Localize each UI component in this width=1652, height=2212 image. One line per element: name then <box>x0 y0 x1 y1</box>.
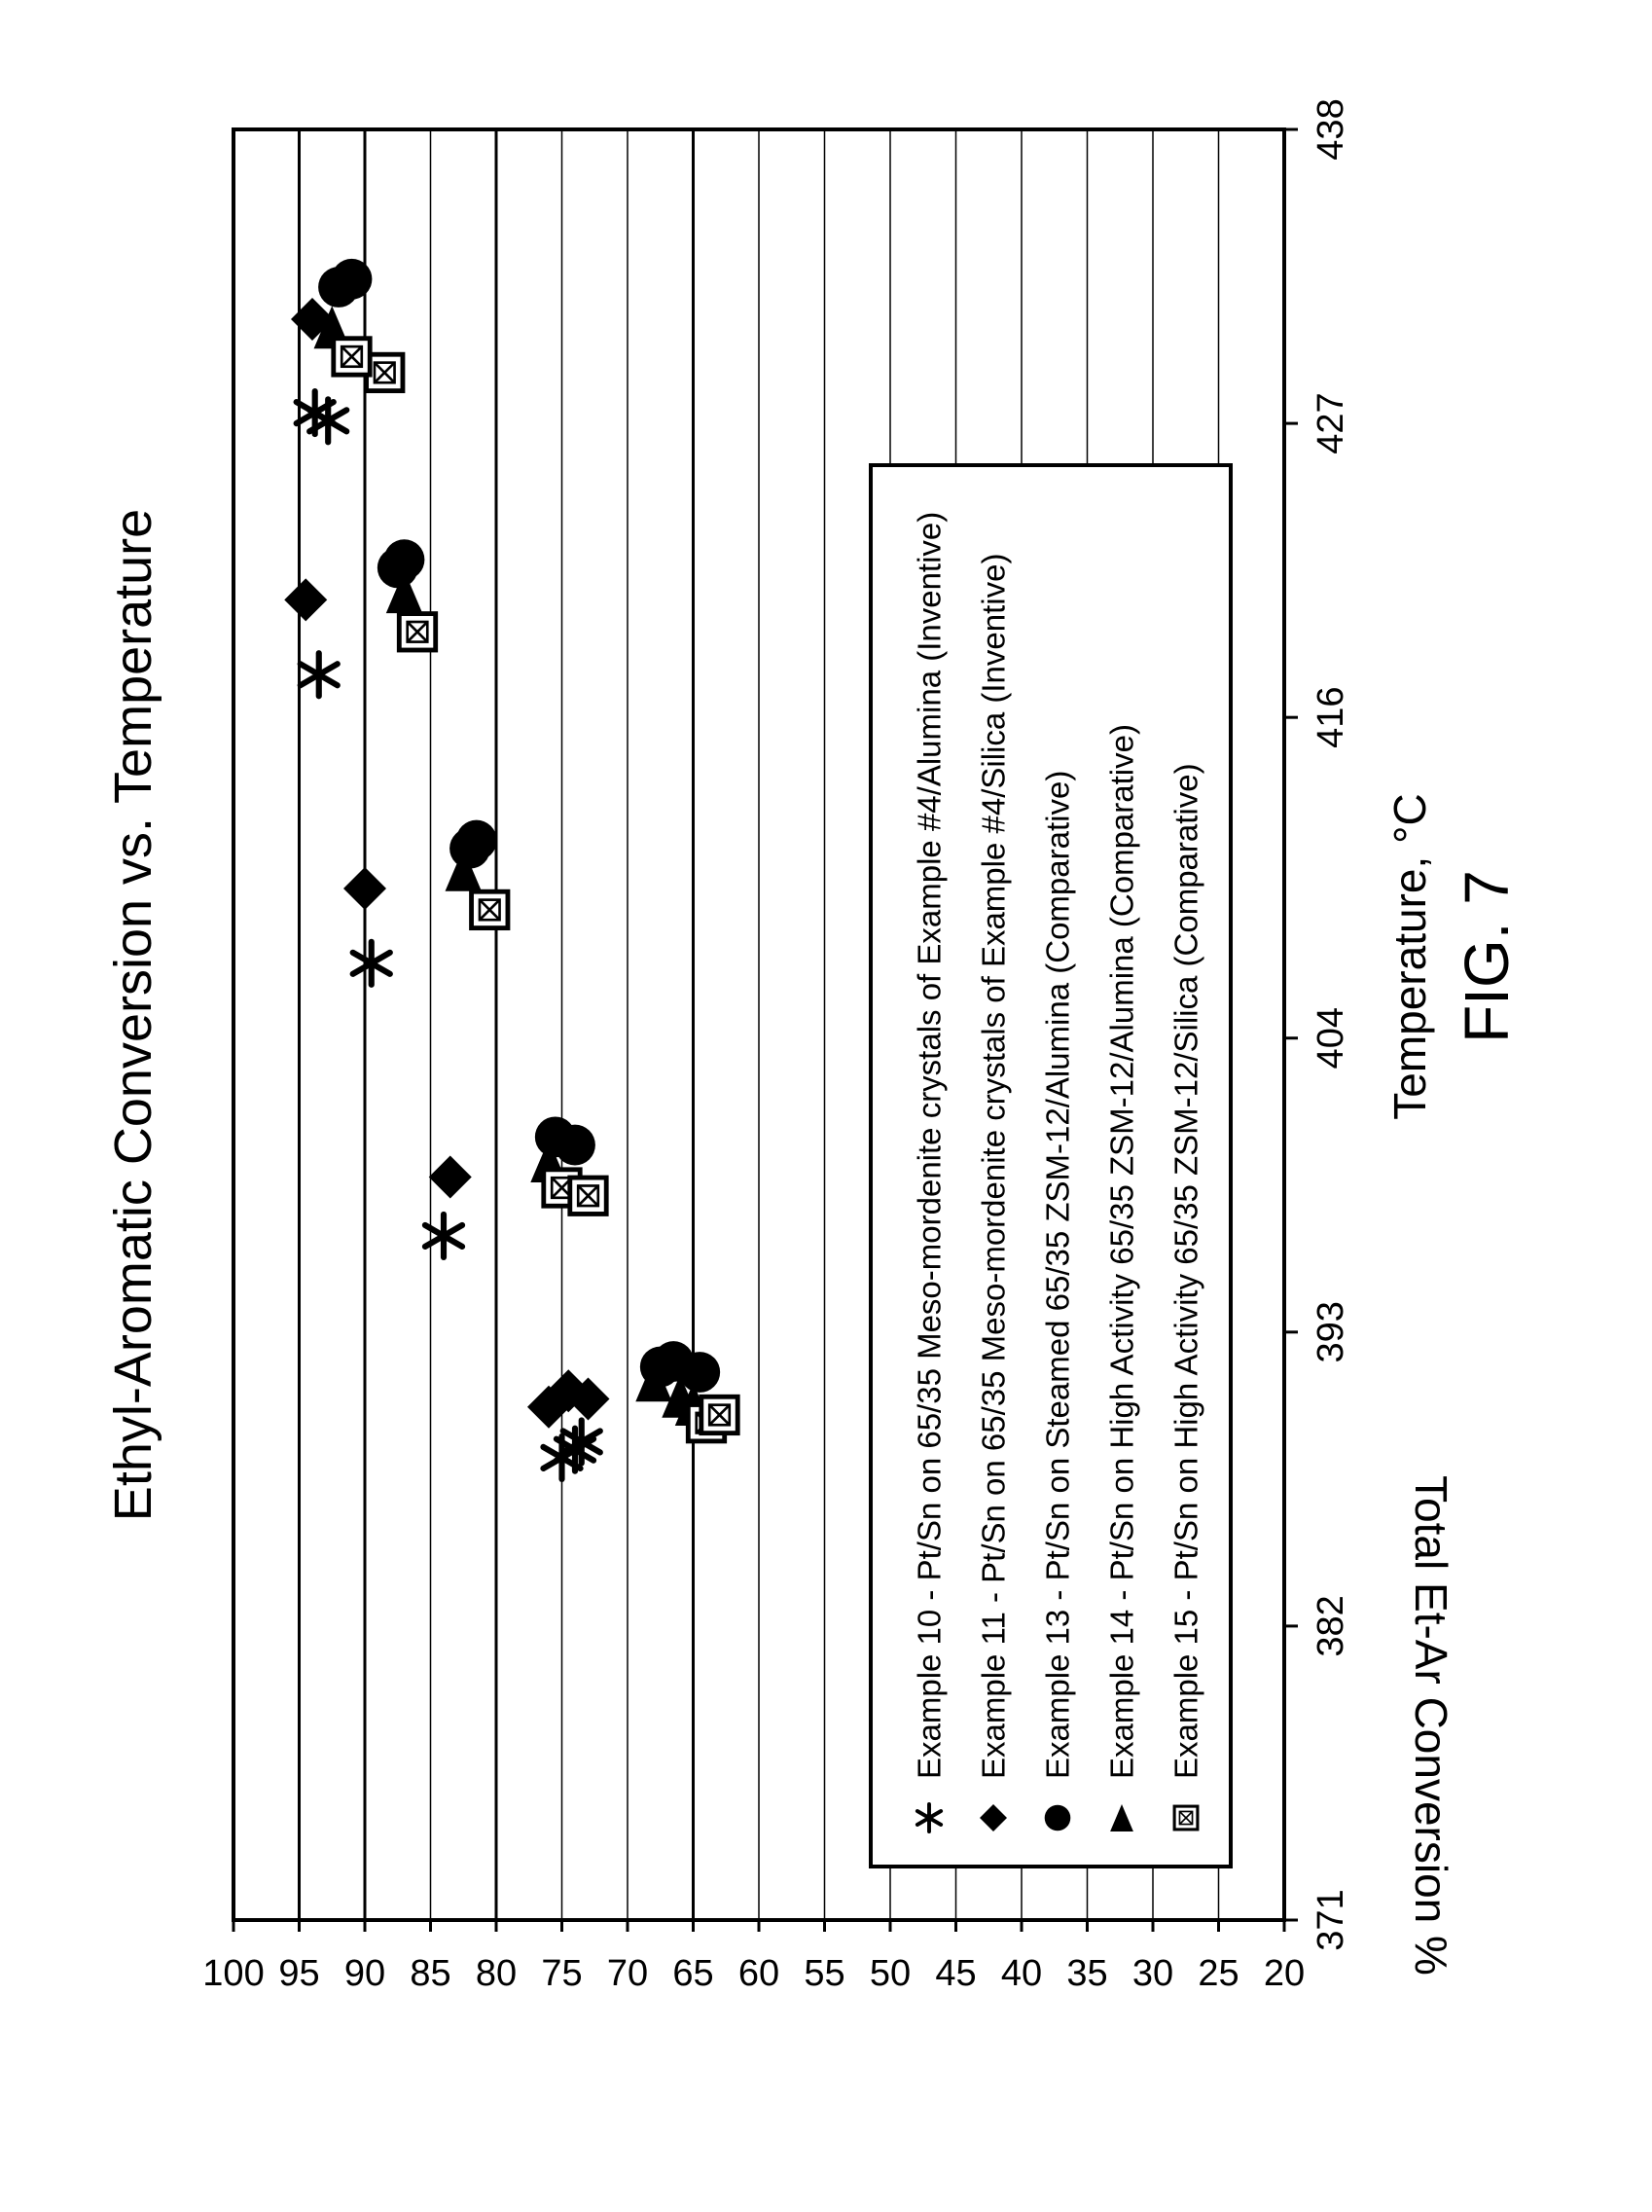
y-tick-label: 95 <box>278 1953 319 1994</box>
data-point <box>429 1156 472 1199</box>
y-tick-label: 65 <box>672 1953 713 1994</box>
legend-label: Example 14 - Pt/Sn on High Activity 65/3… <box>1104 724 1140 1779</box>
y-tick-label: 35 <box>1066 1953 1107 1994</box>
data-point <box>343 867 386 910</box>
chart-title: Ethyl-Aromatic Conversion vs. Temperatur… <box>104 509 162 1521</box>
y-tick-label: 60 <box>738 1953 779 1994</box>
y-tick-label: 30 <box>1132 1953 1173 1994</box>
series-4 <box>314 306 712 1426</box>
legend-marker <box>1174 1806 1198 1830</box>
data-point <box>570 1178 606 1214</box>
figure-caption: FIG. 7 <box>1452 870 1522 1043</box>
data-point <box>284 578 327 621</box>
y-tick-label: 50 <box>870 1953 911 1994</box>
y-tick-label: 20 <box>1264 1953 1305 1994</box>
data-point <box>679 1352 720 1393</box>
series-5 <box>334 339 737 1441</box>
legend-marker <box>1045 1805 1071 1831</box>
data-point <box>318 267 359 308</box>
x-tick-label: 382 <box>1311 1595 1351 1656</box>
series-2 <box>284 298 609 1429</box>
legend-label: Example 13 - Pt/Sn on Steamed 65/35 ZSM-… <box>1040 771 1076 1779</box>
legend-label: Example 10 - Pt/Sn on 65/35 Meso-mordeni… <box>912 512 948 1779</box>
legend-label: Example 15 - Pt/Sn on High Activity 65/3… <box>1168 763 1204 1779</box>
y-axis-ticks: 20 25 30 35 40 45 50 55 60 65 70 75 80 85 90 95 100 <box>202 1920 1305 1994</box>
data-point <box>353 942 390 985</box>
series-1 <box>297 391 600 1479</box>
x-tick-label: 393 <box>1311 1301 1351 1362</box>
x-axis-ticks: 371 382 393 404 416 427 438 <box>1284 98 1351 1950</box>
x-axis-label: Temperature, °C <box>1384 793 1435 1119</box>
y-tick-label: 85 <box>410 1953 450 1994</box>
x-tick-label: 438 <box>1311 98 1351 160</box>
x-tick-label: 371 <box>1311 1889 1351 1950</box>
series-3 <box>318 259 720 1393</box>
y-axis-label: Total Et-Ar Conversion % <box>1406 1475 1456 1976</box>
x-tick-label: 416 <box>1311 686 1351 747</box>
y-tick-label: 25 <box>1198 1953 1239 1994</box>
data-point <box>472 891 508 927</box>
y-tick-label: 70 <box>607 1953 648 1994</box>
x-tick-label: 427 <box>1311 392 1351 453</box>
data-point <box>334 339 370 375</box>
y-tick-label: 75 <box>541 1953 582 1994</box>
y-tick-label: 90 <box>344 1953 385 1994</box>
data-points <box>284 259 737 1479</box>
y-tick-label: 45 <box>935 1953 976 1994</box>
x-tick-label: 404 <box>1311 1007 1351 1069</box>
data-point <box>399 614 435 650</box>
y-tick-label: 80 <box>476 1953 517 1994</box>
legend: Example 10 - Pt/Sn on 65/35 Meso-mordeni… <box>871 465 1231 1867</box>
data-point <box>301 653 338 696</box>
data-point <box>555 1125 595 1166</box>
y-tick-label: 100 <box>202 1953 264 1994</box>
y-tick-label: 40 <box>1001 1953 1042 1994</box>
legend-label: Example 11 - Pt/Sn on 65/35 Meso-mordeni… <box>976 554 1012 1779</box>
y-tick-label: 55 <box>804 1953 844 1994</box>
data-point <box>701 1396 737 1432</box>
